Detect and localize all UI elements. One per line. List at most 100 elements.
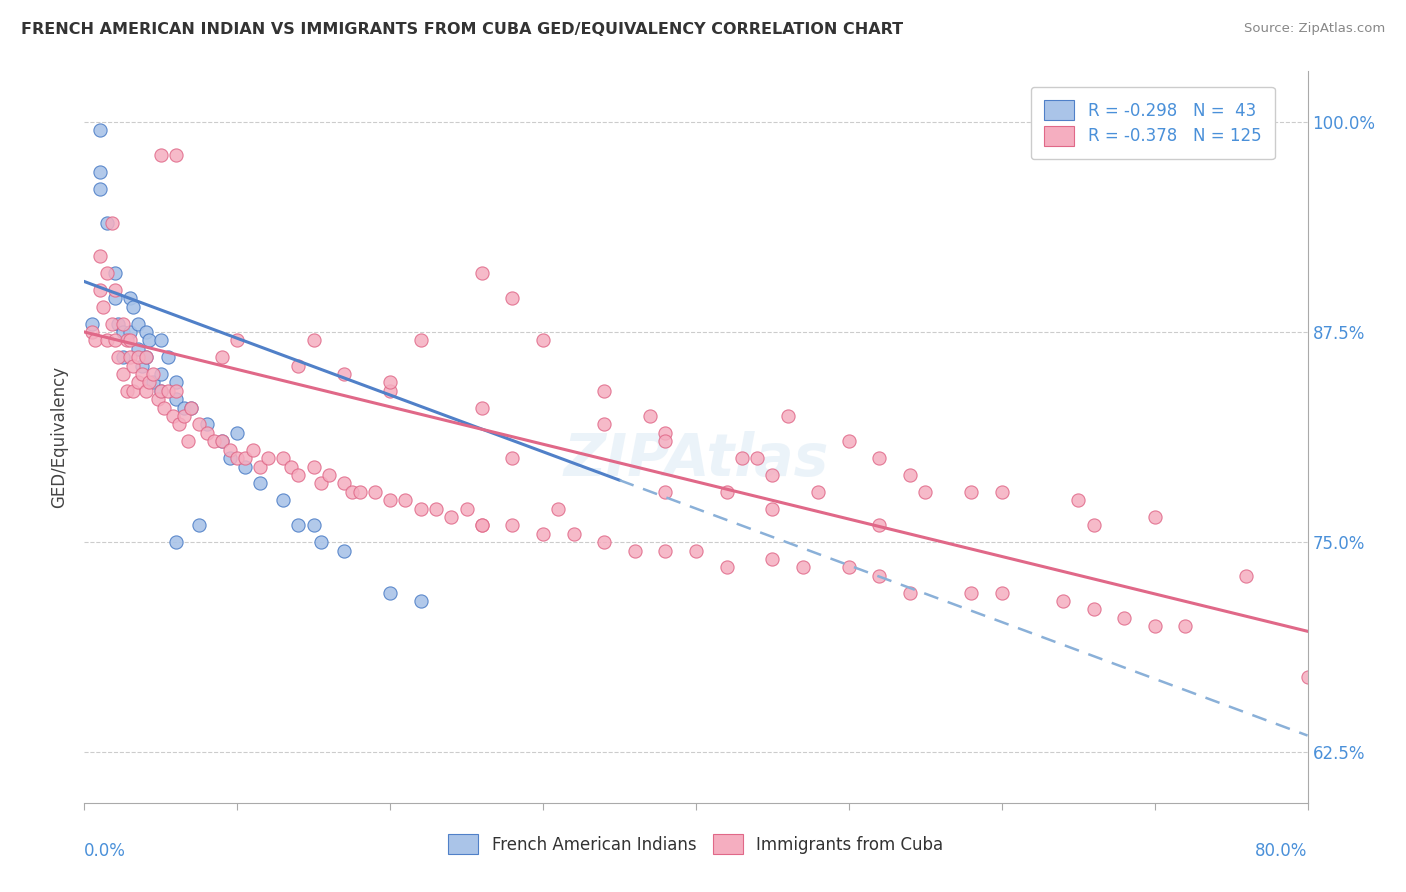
- Point: [311, 476, 333, 491]
- Point: [562, 526, 585, 541]
- Point: [149, 367, 172, 381]
- Point: [195, 425, 218, 440]
- Point: [440, 510, 463, 524]
- Point: [1067, 493, 1090, 508]
- Point: [1143, 510, 1166, 524]
- Point: [96, 216, 118, 230]
- Point: [138, 334, 160, 348]
- Point: [960, 484, 983, 499]
- Point: [233, 459, 256, 474]
- Point: [173, 401, 195, 415]
- Point: [211, 350, 233, 364]
- Point: [502, 518, 524, 533]
- Point: [898, 585, 921, 599]
- Point: [409, 501, 432, 516]
- Point: [340, 484, 363, 499]
- Point: [138, 376, 160, 390]
- Point: [761, 552, 783, 566]
- Point: [131, 359, 153, 373]
- Point: [898, 467, 921, 482]
- Point: [195, 417, 218, 432]
- Point: [380, 585, 402, 599]
- Point: [1174, 619, 1197, 633]
- Point: [747, 451, 769, 466]
- Point: [502, 451, 524, 466]
- Point: [202, 434, 225, 449]
- Point: [593, 384, 616, 398]
- Point: [991, 585, 1014, 599]
- Point: [654, 543, 676, 558]
- Point: [96, 334, 118, 348]
- Point: [249, 459, 271, 474]
- Point: [177, 434, 200, 449]
- Point: [654, 425, 676, 440]
- Point: [91, 300, 114, 314]
- Point: [80, 317, 103, 331]
- Point: [89, 165, 111, 179]
- Point: [716, 484, 738, 499]
- Point: [89, 283, 111, 297]
- Point: [364, 484, 387, 499]
- Point: [115, 384, 138, 398]
- Point: [409, 594, 432, 608]
- Point: [89, 123, 111, 137]
- Point: [165, 148, 187, 162]
- Point: [211, 434, 233, 449]
- Point: [456, 501, 478, 516]
- Point: [654, 484, 676, 499]
- Text: Source: ZipAtlas.com: Source: ZipAtlas.com: [1244, 22, 1385, 36]
- Point: [111, 367, 134, 381]
- Point: [226, 425, 249, 440]
- Point: [149, 384, 172, 398]
- Point: [146, 392, 169, 407]
- Point: [287, 359, 309, 373]
- Point: [218, 451, 240, 466]
- Point: [349, 484, 371, 499]
- Point: [122, 300, 145, 314]
- Point: [165, 376, 187, 390]
- Point: [135, 384, 157, 398]
- Point: [149, 148, 172, 162]
- Point: [96, 266, 118, 280]
- Point: [127, 376, 149, 390]
- Point: [991, 484, 1014, 499]
- Point: [101, 216, 124, 230]
- Point: [1236, 569, 1258, 583]
- Point: [127, 350, 149, 364]
- Point: [226, 334, 249, 348]
- Point: [165, 392, 187, 407]
- Point: [333, 543, 356, 558]
- Point: [157, 350, 180, 364]
- Point: [547, 501, 569, 516]
- Point: [120, 350, 142, 364]
- Point: [104, 266, 127, 280]
- Legend: French American Indians, Immigrants from Cuba: French American Indians, Immigrants from…: [441, 828, 950, 860]
- Point: [869, 518, 891, 533]
- Point: [188, 518, 211, 533]
- Text: FRENCH AMERICAN INDIAN VS IMMIGRANTS FROM CUBA GED/EQUIVALENCY CORRELATION CHART: FRENCH AMERICAN INDIAN VS IMMIGRANTS FRO…: [21, 22, 903, 37]
- Point: [731, 451, 754, 466]
- Point: [173, 409, 195, 423]
- Point: [471, 518, 494, 533]
- Point: [135, 350, 157, 364]
- Point: [409, 334, 432, 348]
- Point: [869, 451, 891, 466]
- Point: [1052, 594, 1074, 608]
- Point: [218, 442, 240, 457]
- Point: [761, 467, 783, 482]
- Point: [180, 401, 202, 415]
- Y-axis label: GED/Equivalency: GED/Equivalency: [51, 366, 69, 508]
- Point: [394, 493, 416, 508]
- Point: [142, 376, 165, 390]
- Point: [333, 476, 356, 491]
- Point: [271, 493, 294, 508]
- Point: [914, 484, 936, 499]
- Point: [624, 543, 647, 558]
- Point: [89, 249, 111, 263]
- Point: [593, 417, 616, 432]
- Point: [638, 409, 661, 423]
- Point: [153, 401, 176, 415]
- Point: [807, 484, 830, 499]
- Point: [115, 334, 138, 348]
- Point: [471, 518, 494, 533]
